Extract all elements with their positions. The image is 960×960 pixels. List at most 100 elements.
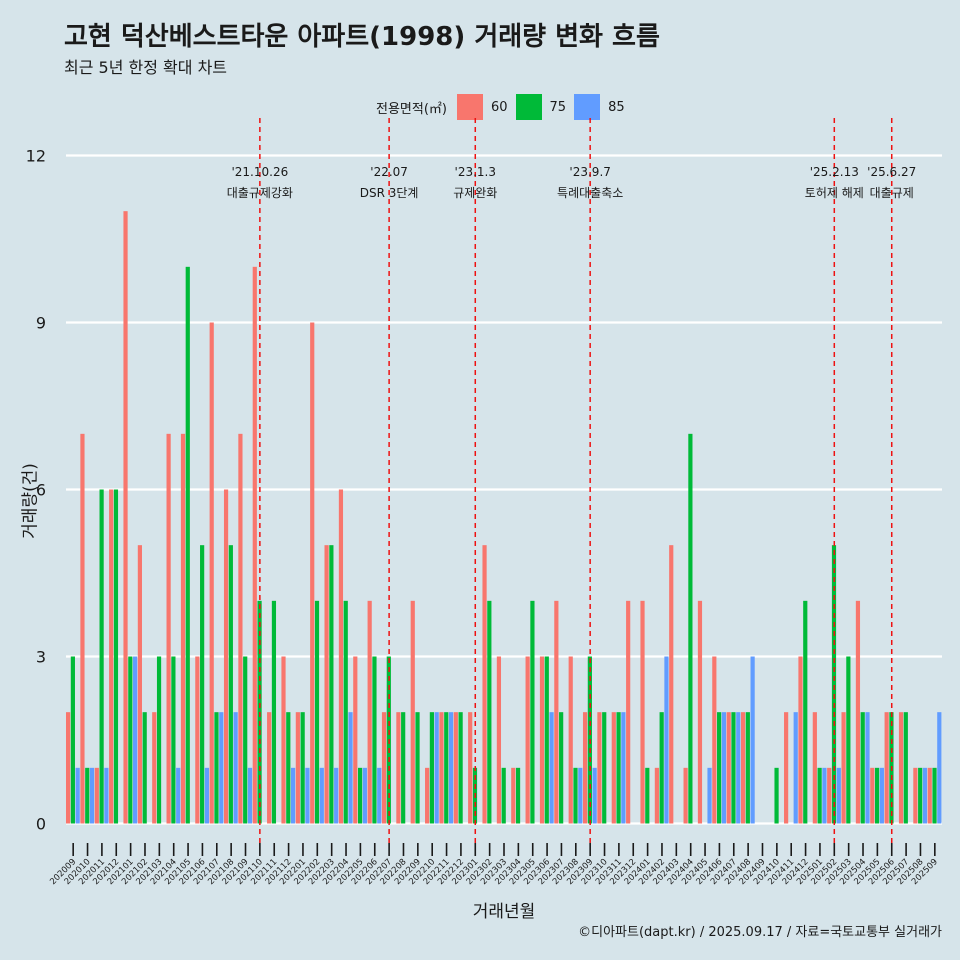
bar-75-202404 <box>688 433 693 824</box>
bar-75-202009 <box>70 656 75 824</box>
bar-75-202412 <box>803 600 808 824</box>
bar-75-202209 <box>415 712 420 824</box>
bar-60-202011 <box>94 767 99 824</box>
bar-60-202401 <box>640 600 645 824</box>
bar-85-202106 <box>204 767 210 824</box>
bar-75-202210 <box>429 712 434 824</box>
bar-60-202109 <box>238 433 243 824</box>
legend-item-85: 85 <box>574 94 625 120</box>
bar-75-202306 <box>544 656 549 824</box>
bar-60-202504 <box>855 600 861 824</box>
bar-85-202411 <box>793 712 798 824</box>
bar-60-202502 <box>827 767 832 824</box>
bar-60-202112 <box>281 656 286 824</box>
bar-60-202101 <box>123 211 128 824</box>
bar-85-202201 <box>305 767 310 824</box>
bar-60-202411 <box>784 712 789 824</box>
bar-75-202211 <box>444 712 449 824</box>
bar-85-202508 <box>922 767 928 824</box>
bar-75-202401 <box>645 767 650 824</box>
event-label-202506: 대출규제 <box>870 186 914 200</box>
event-label-202207: DSR 3단계 <box>360 186 419 200</box>
bar-60-202009 <box>66 712 71 824</box>
bar-60-202301 <box>468 712 473 824</box>
bar-60-202208 <box>396 712 401 824</box>
event-date-202207: '22.07 <box>370 165 408 179</box>
x-axis-label: 거래년월 <box>472 902 536 922</box>
y-tick-label-3: 3 <box>36 648 46 667</box>
bar-75-202310 <box>602 712 607 824</box>
bar-60-202202 <box>310 322 315 824</box>
bar-85-202101 <box>133 656 138 824</box>
bar-60-202503 <box>841 712 846 824</box>
bar-60-202107 <box>209 322 214 824</box>
bar-75-202402 <box>659 712 664 824</box>
bar-85-202009 <box>75 767 80 824</box>
bar-60-202407 <box>726 712 731 824</box>
bar-85-202211 <box>448 712 454 824</box>
bar-75-202205 <box>358 767 363 824</box>
bar-85-202104 <box>176 767 181 824</box>
bar-60-202306 <box>539 656 545 824</box>
bar-85-202204 <box>348 712 353 824</box>
y-tick-label-12: 12 <box>26 147 46 166</box>
bar-75-202206 <box>372 656 377 824</box>
bar-75-202501 <box>817 767 822 824</box>
chart-title: 고현 덕산베스트타운 아파트(1998) 거래량 변화 흐름 <box>64 22 660 52</box>
event-label-202309: 특례대출축소 <box>557 186 623 200</box>
bar-85-202206 <box>377 767 382 824</box>
bar-60-202010 <box>80 433 85 824</box>
bar-60-202310 <box>597 712 602 824</box>
bar-60-202105 <box>180 433 186 824</box>
bar-60-202103 <box>152 712 157 824</box>
bar-85-202011 <box>104 767 109 824</box>
bar-75-202307 <box>559 712 564 824</box>
bar-85-202108 <box>233 712 238 824</box>
bar-75-202311 <box>616 712 621 824</box>
bar-60-202304 <box>511 767 516 824</box>
bar-85-202205 <box>362 767 367 824</box>
bar-85-202504 <box>865 712 870 824</box>
bar-60-202402 <box>654 767 659 824</box>
bar-60-202309 <box>582 712 588 824</box>
bar-85-202308 <box>578 767 583 824</box>
bar-60-202509 <box>927 767 932 824</box>
bar-75-202103 <box>156 656 162 824</box>
bar-60-202211 <box>439 712 444 824</box>
bar-75-202108 <box>228 545 233 824</box>
chart-legend: 전용면적(㎡) 60 75 85 <box>376 92 633 122</box>
bar-75-202212 <box>458 712 463 824</box>
bar-85-202309 <box>592 767 597 824</box>
bar-60-202308 <box>568 656 573 824</box>
bar-60-202207 <box>381 712 387 824</box>
bar-60-202307 <box>554 600 559 824</box>
bar-60-202203 <box>324 545 329 824</box>
bar-75-202503 <box>846 656 851 824</box>
bar-85-202203 <box>334 767 339 824</box>
bar-75-202105 <box>185 266 190 824</box>
bar-85-202502 <box>836 767 841 824</box>
y-tick-label-0: 0 <box>36 815 46 834</box>
bar-85-202505 <box>879 767 884 824</box>
bar-60-202403 <box>669 545 674 824</box>
event-date-202502: '25.2.13 <box>810 165 859 179</box>
bar-85-202407 <box>736 712 741 824</box>
bar-60-202104 <box>166 433 171 824</box>
event-date-202506: '25.6.27 <box>867 165 916 179</box>
bar-60-202406 <box>712 656 717 824</box>
bar-60-202507 <box>898 712 904 824</box>
bar-85-202406 <box>721 712 726 824</box>
chart-subtitle: 최근 5년 한정 확대 차트 <box>64 58 228 77</box>
bar-75-202111 <box>271 600 277 824</box>
chart-caption: ©디아파트(dapt.kr) / 2025.09.17 / 자료=국토교통부 실… <box>578 925 942 940</box>
bar-75-202109 <box>243 656 248 824</box>
bar-75-202507 <box>903 712 908 824</box>
legend-title: 전용면적(㎡) <box>376 101 447 117</box>
bar-60-202302 <box>482 545 487 824</box>
bar-60-202305 <box>525 656 530 824</box>
y-axis-label: 거래량(건) <box>20 463 41 539</box>
bar-60-202312 <box>626 600 631 824</box>
bar-75-202302 <box>487 600 492 824</box>
bar-75-202106 <box>200 545 205 824</box>
bar-85-202405 <box>707 767 712 824</box>
